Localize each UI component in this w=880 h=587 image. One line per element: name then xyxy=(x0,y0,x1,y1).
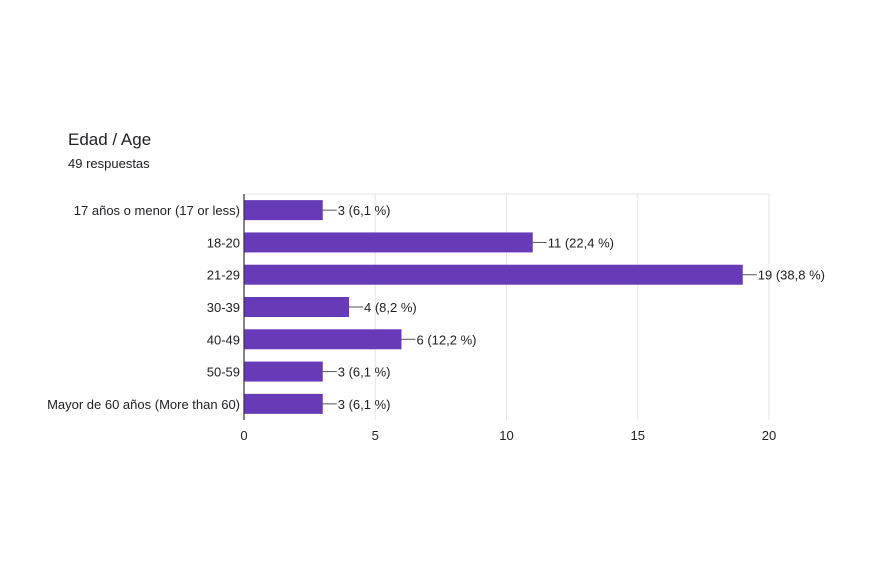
data-label: 3 (6,1 %) xyxy=(338,365,391,380)
bar xyxy=(244,264,743,285)
category-label: 18-20 xyxy=(207,235,240,250)
data-label: 3 (6,1 %) xyxy=(338,203,391,218)
chart-title: Edad / Age xyxy=(68,130,152,149)
bar xyxy=(244,361,323,382)
category-label: 21-29 xyxy=(207,268,240,283)
bar-layer xyxy=(244,200,743,414)
category-label: Mayor de 60 años (More than 60) xyxy=(47,397,240,412)
category-label: 30-39 xyxy=(207,300,240,315)
category-label: 40-49 xyxy=(207,332,240,347)
x-tick-label: 5 xyxy=(372,428,379,443)
category-label: 17 años o menor (17 or less) xyxy=(74,203,240,218)
x-tick-label: 15 xyxy=(631,428,645,443)
category-label: 50-59 xyxy=(207,365,240,380)
x-tick-label: 0 xyxy=(240,428,247,443)
label-layer: 0 5 10 15 20 17 años o menor (17 or less) 3 (6… xyxy=(47,203,825,443)
data-label: 3 (6,1 %) xyxy=(338,397,391,412)
bar xyxy=(244,297,349,317)
data-label: 6 (12,2 %) xyxy=(417,332,477,347)
bar xyxy=(244,200,323,221)
data-label: 11 (22,4 %) xyxy=(548,235,614,250)
bar xyxy=(244,393,323,414)
data-label: 19 (38,8 %) xyxy=(758,268,825,283)
data-label: 4 (8,2 %) xyxy=(364,300,417,315)
x-tick-label: 10 xyxy=(499,428,513,443)
grid-layer xyxy=(244,193,770,420)
bar xyxy=(244,329,402,350)
bar xyxy=(244,232,533,253)
chart-subtitle: 49 respuestas xyxy=(68,156,150,171)
x-tick-label: 20 xyxy=(762,428,776,443)
